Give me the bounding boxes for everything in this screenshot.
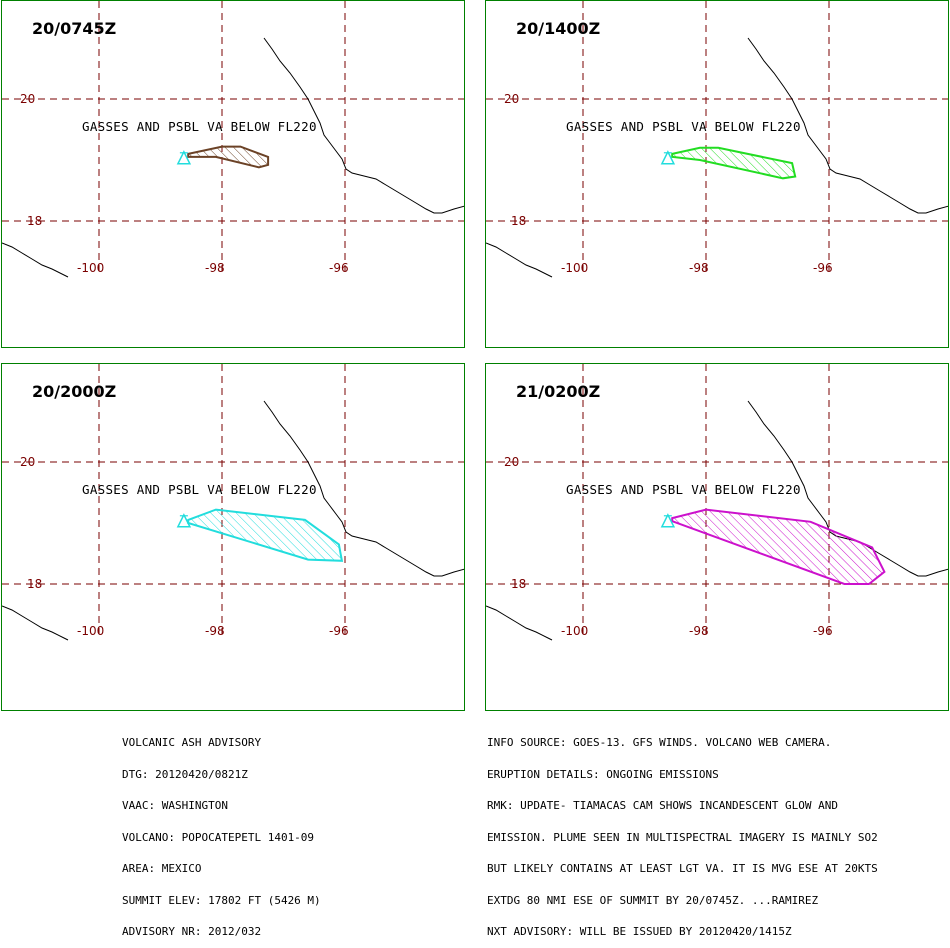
- lon-label-96: -96: [329, 261, 349, 275]
- panel-time-1: 20/0745Z: [32, 19, 117, 38]
- coastline: [2, 605, 69, 641]
- ash-cloud-polygon: [671, 146, 797, 180]
- ash-cloud-polygon: [671, 508, 886, 585]
- lon-label-100: -100: [77, 624, 105, 638]
- panel-time-3: 20/2000Z: [32, 382, 117, 401]
- advisory-line: DTG: 20120420/0821Z: [122, 767, 248, 781]
- advisory-line: EMISSION. PLUME SEEN IN MULTISPECTRAL IM…: [487, 830, 878, 844]
- advisory-line: EXTDG 80 NMI ESE OF SUMMIT BY 20/0745Z. …: [487, 893, 819, 907]
- advisory-line: INFO SOURCE: GOES-13. GFS WINDS. VOLCANO…: [487, 736, 832, 749]
- advisory-line: SUMMIT ELEV: 17802 FT (5426 M): [122, 893, 321, 907]
- volcano-icon: [660, 513, 676, 528]
- advisory-header-block: VOLCANIC ASH ADVISORY DTG: 20120420/0821…: [122, 717, 321, 948]
- map-canvas-3: [2, 364, 464, 641]
- lon-label-98: -98: [205, 624, 225, 638]
- lon-label-98: -98: [689, 624, 709, 638]
- volcano-icon: [176, 150, 192, 165]
- lon-label-96: -96: [813, 261, 833, 275]
- lon-label-98: -98: [205, 261, 225, 275]
- va-text-1: GASSES AND PSBL VA BELOW FL220: [82, 119, 317, 134]
- lon-label-100: -100: [561, 624, 589, 638]
- lon-label-100: -100: [561, 261, 589, 275]
- coastline: [263, 37, 464, 214]
- advisory-line: NXT ADVISORY: WILL BE ISSUED BY 20120420…: [487, 925, 792, 938]
- ash-cloud-polygon: [187, 508, 344, 562]
- advisory-line: ADVISORY NR: 2012/032: [122, 925, 262, 938]
- map-panel-3: 20/2000Z 20 18 -100 -98 -96 GASSES AND P…: [1, 363, 465, 711]
- map-canvas-2: [486, 1, 948, 278]
- panel-time-2: 20/1400Z: [516, 19, 601, 38]
- lat-label-20: 20: [20, 92, 36, 106]
- lon-label-96: -96: [813, 624, 833, 638]
- advisory-line: RMK: UPDATE- TIAMACAS CAM SHOWS INCANDES…: [487, 799, 838, 812]
- map-canvas-1: [2, 1, 464, 278]
- lon-label-98: -98: [689, 261, 709, 275]
- advisory-line: VOLCANIC ASH ADVISORY: [122, 736, 262, 749]
- advisory-line: VOLCANO: POPOCATEPETL 1401-09: [122, 830, 315, 844]
- map-panel-1: 20/0745Z 20 18 -100 -98 -96 GASSES AND P…: [1, 0, 465, 348]
- ash-cloud-polygon: [187, 145, 270, 169]
- lat-label-20: 20: [504, 92, 520, 106]
- advisory-line: VAAC: WASHINGTON: [122, 799, 228, 812]
- advisory-line: AREA: MEXICO: [122, 862, 202, 875]
- lat-label-20: 20: [504, 455, 520, 469]
- lat-label-18: 18: [511, 214, 527, 228]
- va-text-3: GASSES AND PSBL VA BELOW FL220: [82, 482, 317, 497]
- coastline: [486, 242, 553, 278]
- lat-label-18: 18: [511, 577, 527, 591]
- coastline: [263, 400, 464, 577]
- lat-label-18: 18: [27, 577, 43, 591]
- lon-label-96: -96: [329, 624, 349, 638]
- coastline: [486, 605, 553, 641]
- lat-label-18: 18: [27, 214, 43, 228]
- advisory-line: BUT LIKELY CONTAINS AT LEAST LGT VA. IT …: [487, 862, 878, 875]
- volcano-icon: [176, 513, 192, 528]
- coastline: [747, 37, 948, 214]
- va-text-4: GASSES AND PSBL VA BELOW FL220: [566, 482, 801, 497]
- panel-time-4: 21/0200Z: [516, 382, 601, 401]
- map-panel-4: 21/0200Z 20 18 -100 -98 -96 GASSES AND P…: [485, 363, 949, 711]
- lon-label-100: -100: [77, 261, 105, 275]
- va-text-2: GASSES AND PSBL VA BELOW FL220: [566, 119, 801, 134]
- advisory-details-block: INFO SOURCE: GOES-13. GFS WINDS. VOLCANO…: [487, 717, 878, 948]
- map-canvas-4: [486, 364, 948, 641]
- advisory-line: ERUPTION DETAILS: ONGOING EMISSIONS: [487, 767, 719, 781]
- coastline: [2, 242, 69, 278]
- lat-label-20: 20: [20, 455, 36, 469]
- volcano-icon: [660, 150, 676, 165]
- map-panel-2: 20/1400Z 20 18 -100 -98 -96 GASSES AND P…: [485, 0, 949, 348]
